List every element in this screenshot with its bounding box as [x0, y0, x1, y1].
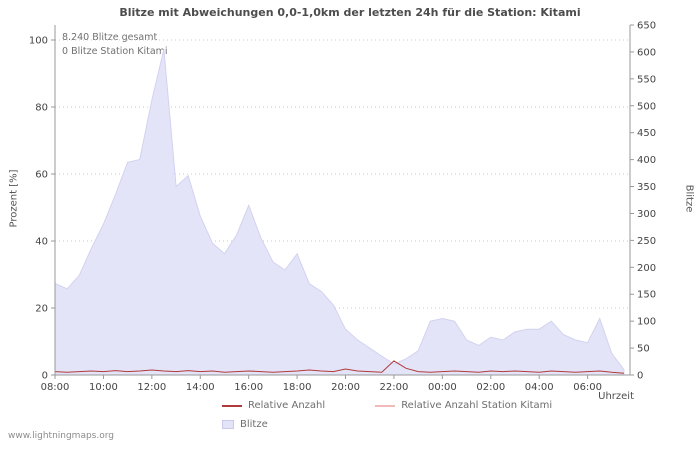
x-tick-label: 18:00 [283, 382, 312, 393]
right-tick-label: 650 [637, 21, 656, 32]
right-tick-label: 350 [637, 182, 656, 193]
watermark-url: www.lightningmaps.org [8, 431, 114, 441]
right-tick-label: 500 [637, 101, 656, 112]
x-tick-label: 20:00 [331, 382, 360, 393]
legend-area-swatch-blitze [222, 420, 234, 429]
annotation-total-blitze: 8.240 Blitze gesamt [62, 32, 158, 43]
x-tick-label: 16:00 [234, 382, 263, 393]
area-series-blitze [54, 49, 625, 376]
legend-label-blitze: Blitze [240, 419, 268, 430]
left-tick-label: 0 [42, 371, 48, 382]
right-tick-label: 250 [637, 236, 656, 247]
right-tick-label: 200 [637, 263, 656, 274]
line-series-relative-anzahl [54, 360, 624, 374]
legend-line-swatch-relative [222, 404, 242, 407]
left-tick-label: 40 [35, 237, 48, 248]
right-tick-label: 0 [637, 371, 643, 382]
right-tick-label: 550 [637, 74, 656, 85]
right-tick-label: 50 [637, 344, 650, 355]
legend-item-blitze: Blitze [222, 419, 268, 430]
right-tick-label: 300 [637, 209, 656, 220]
legend-item-relative-anzahl-station: Relative Anzahl Station Kitami [375, 400, 552, 411]
x-axis-label: Uhrzeit [598, 391, 634, 402]
x-tick-label: 12:00 [137, 382, 166, 393]
x-tick-label: 00:00 [428, 382, 457, 393]
legend-row-area: Blitze [222, 419, 552, 430]
x-tick-label: 02:00 [476, 382, 505, 393]
x-tick-label: 22:00 [380, 382, 409, 393]
right-tick-label: 150 [637, 290, 656, 301]
x-tick-label: 06:00 [573, 382, 602, 393]
legend: Relative Anzahl Relative Anzahl Station … [222, 400, 552, 438]
legend-label-station: Relative Anzahl Station Kitami [401, 400, 553, 411]
left-tick-label: 20 [35, 304, 48, 315]
annotation-station-blitze: 0 Blitze Station Kitami [62, 46, 168, 57]
right-tick-label: 400 [637, 155, 656, 166]
left-tick-label: 100 [29, 36, 48, 47]
right-tick-label: 600 [637, 47, 656, 58]
x-tick-label: 14:00 [186, 382, 215, 393]
left-tick-label: 80 [35, 103, 48, 114]
left-tick-label: 60 [35, 170, 48, 181]
chart-title: Blitze mit Abweichungen 0,0-1,0km der le… [119, 6, 581, 19]
x-tick-label: 08:00 [41, 382, 70, 393]
legend-item-relative-anzahl: Relative Anzahl [222, 400, 325, 411]
legend-line-swatch-station [375, 404, 396, 407]
legend-row-lines: Relative Anzahl Relative Anzahl Station … [222, 400, 552, 411]
right-tick-label: 100 [637, 317, 656, 328]
x-tick-label: 04:00 [525, 382, 554, 393]
right-tick-label: 450 [637, 128, 656, 139]
legend-label-relative: Relative Anzahl [248, 400, 326, 411]
x-tick-label: 10:00 [89, 382, 118, 393]
